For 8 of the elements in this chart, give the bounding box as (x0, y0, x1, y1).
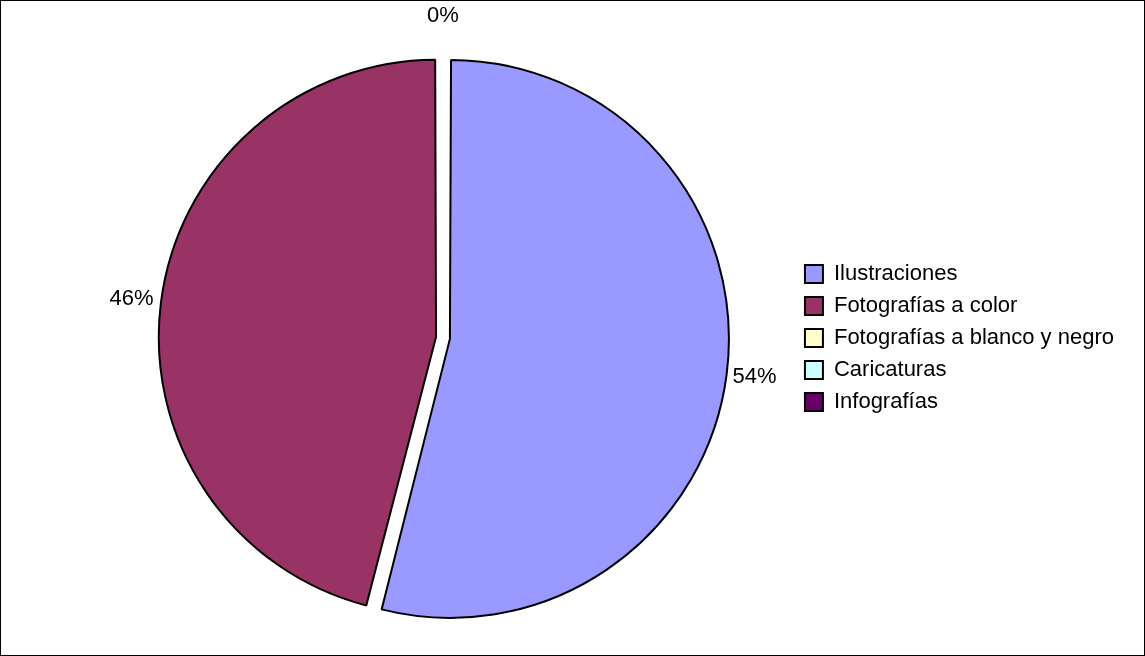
legend-label: Fotografías a blanco y negro (833, 324, 1114, 350)
legend-label: Ilustraciones (833, 260, 958, 286)
data-label: 46% (109, 284, 154, 310)
text: 0% (427, 2, 459, 28)
legend-label: Fotografías a color (833, 292, 1018, 318)
legend-label: Infografías (833, 388, 938, 414)
data-label: 54% (732, 363, 777, 389)
legend-label: Caricaturas (833, 356, 947, 382)
